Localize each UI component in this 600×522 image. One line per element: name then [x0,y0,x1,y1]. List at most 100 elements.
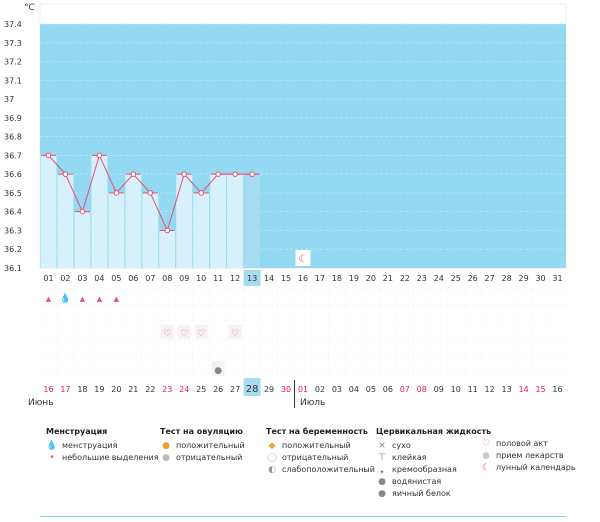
temperature-point [79,208,86,215]
y-tick-label: 36.6 [4,170,22,179]
legend-cervical: Цервикальная жидкость × сухо ⊤ клейкая ❟ кр… [376,426,491,500]
temperature-point [249,171,255,177]
ovulation-positive-icon: ● [162,441,170,451]
day-label-top: 03 [77,274,87,283]
heart-icon: ♡ [197,329,205,339]
month-label-june: Июнь [28,398,54,408]
egg-white-icon: ● [378,489,386,499]
legend-pregnancy: Тест на беременность ◆ положительный ◯ отр… [266,426,375,476]
temperature-point [62,171,69,177]
day-label-bottom: 25 [196,385,206,394]
heart-icon: ♡ [180,329,188,339]
temperature-bar [91,155,108,268]
day-label-top: 16 [298,274,308,283]
day-label-bottom: 18 [77,385,87,394]
egg-white-icon: ● [214,366,222,376]
sticky-icon: ⊤ [378,453,386,463]
legend-item: менструация [62,441,118,450]
intercourse-box [177,325,191,339]
legend-item: клейкая [392,453,427,462]
y-tick-label: 36.8 [4,133,22,142]
legend-item: лунный календарь [496,463,576,472]
day-label-bottom: 05 [366,385,376,394]
day-label-bottom: 03 [332,385,342,394]
menstruation-drops-icon: 💧 [46,441,58,451]
day-label-top: 11 [213,274,223,283]
temperature-point [181,171,188,177]
moon-icon: ☾ [481,463,491,473]
y-tick-label: 36.9 [4,114,22,123]
day-label-top: 21 [383,274,393,283]
day-label-top: 01 [43,274,53,283]
y-tick-label: 37.1 [4,76,22,85]
today-highlight-bottom [243,378,261,396]
temperature-bar [227,174,244,268]
legend-item: положительный [176,441,245,450]
bbt-chart: °C 36.1 36.2 36.3 36.4 36.5 36.6 36.7 36.8 36.9 37… [4,3,567,408]
temperature-point [130,171,137,177]
pregnancy-weak-icon: ◐ [268,465,276,475]
heart-icon: ♡ [231,329,239,339]
heart-icon: ♡ [163,329,171,339]
legend-item: отрицательный [282,453,349,462]
footer-divider [40,516,566,517]
legend-item: кремообразная [392,465,457,474]
day-label-bottom: 26 [213,385,223,394]
day-label-bottom: 29 [264,385,274,394]
y-unit-label: °C [24,3,35,13]
day-label-top: 26 [468,274,478,283]
temperature-bar [193,192,210,268]
menstruation-heavy-icon: 💧 [60,292,71,304]
small-drop-icon: • [49,453,55,463]
day-label-bottom: 17 [60,385,70,394]
watery-icon: ● [378,477,386,487]
legend-title-ovulation: Тест на овуляцию [160,427,243,436]
temperature-bar [176,174,193,268]
intercourse-box [160,325,174,339]
legend-item: отрицательный [176,453,243,462]
day-label-top: 04 [94,274,104,283]
day-label-top: 24 [434,274,444,283]
legend-item: яичный белок [392,489,451,498]
temperature-bar [74,211,91,268]
temperature-point [45,152,52,159]
day-label-bottom: 27 [230,385,240,394]
day-label-top: 18 [332,274,342,283]
temperature-point [113,190,120,196]
day-label-bottom: 11 [468,385,478,394]
day-label-bottom: 19 [94,385,104,394]
day-label-bottom: 14 [518,385,528,394]
temperature-point [147,190,154,196]
day-label-top: 10 [196,274,206,283]
day-label-bottom: 16 [43,385,53,394]
day-label-top: 20 [366,274,376,283]
intercourse-box [228,325,242,339]
legend-item: водянистая [392,477,442,486]
day-label-top: 31 [552,274,562,283]
temperature-bar [125,174,142,268]
day-label-top: 06 [128,274,138,283]
today-highlight-top [243,270,261,286]
day-label-top: 08 [162,274,172,283]
day-label-bottom: 13 [502,385,512,394]
pill-icon: ● [482,451,490,461]
temperature-bar [40,155,57,268]
ovulation-negative-icon: ● [162,453,170,463]
day-label-top: 07 [145,274,155,283]
temperature-bar [210,174,227,268]
temperature-point [164,227,171,234]
day-label-bottom: 23 [162,385,172,394]
day-label-top: 12 [230,274,240,283]
temperature-point [198,190,204,196]
day-label-top: 23 [417,274,427,283]
pregnancy-negative-icon: ◯ [266,453,278,463]
y-tick-label: 36.2 [4,245,22,254]
temperature-point [215,171,221,177]
moon-marker-box [295,250,311,266]
day-label-bottom: 12 [485,385,495,394]
y-tick-label: 37.2 [4,58,22,67]
legend-title-cervical: Цервикальная жидкость [376,427,492,436]
heart-icon: ♡ [481,439,491,449]
day-label-top: 19 [349,274,359,283]
temperature-bar [142,192,159,268]
